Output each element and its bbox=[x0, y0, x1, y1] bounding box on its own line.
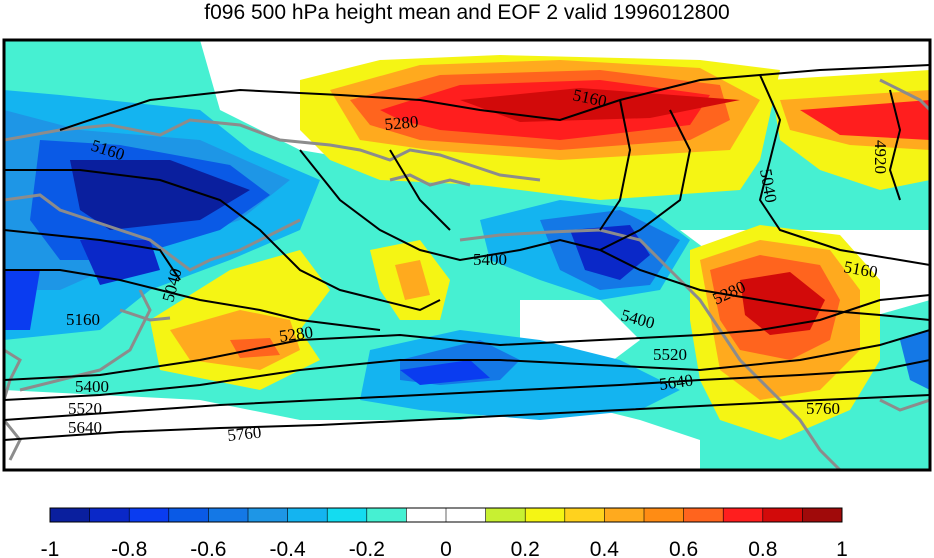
colorbar-swatch bbox=[762, 508, 803, 522]
contour-label: 5280 bbox=[384, 112, 420, 134]
shading-blue3-south bbox=[400, 360, 490, 385]
contour-label: 5400 bbox=[75, 377, 109, 396]
contour-label: 4920 bbox=[871, 140, 890, 174]
colorbar-swatch bbox=[208, 508, 249, 522]
colorbar-swatch bbox=[168, 508, 209, 522]
colorbar-swatch bbox=[604, 508, 645, 522]
contour-label: 5640 bbox=[658, 370, 694, 394]
colorbar-swatch bbox=[366, 508, 407, 522]
contour-label: 5280 bbox=[278, 322, 314, 346]
shading-blue-far-west bbox=[4, 270, 40, 330]
colorbar-tick-label: 0.8 bbox=[748, 538, 777, 558]
colorbar-tick-label: 1 bbox=[836, 538, 848, 558]
colorbar-tick-label: 0.2 bbox=[511, 538, 540, 558]
colorbar-tick-label: 0.6 bbox=[669, 538, 698, 558]
colorbar-swatch bbox=[564, 508, 605, 522]
colorbar-swatch bbox=[723, 508, 764, 522]
contour-label: 5640 bbox=[68, 418, 102, 437]
coastlines bbox=[4, 78, 930, 470]
colorbar-swatch bbox=[644, 508, 685, 522]
colorbar-swatch bbox=[89, 508, 130, 522]
colorbar-swatch bbox=[446, 508, 487, 522]
shading-red-ne bbox=[800, 100, 930, 140]
colorbar-swatch bbox=[287, 508, 328, 522]
contour-label: 5520 bbox=[68, 399, 102, 418]
colorbar-frame bbox=[49, 507, 843, 523]
map-title: f096 500 hPa height mean and EOF 2 valid… bbox=[204, 1, 730, 24]
colorbar-tick-label: -0.6 bbox=[190, 538, 226, 558]
shading-orange-center bbox=[395, 260, 430, 300]
colorbar-swatch bbox=[248, 508, 289, 522]
shading-darkblue-west bbox=[70, 160, 250, 230]
colorbar-tick-label: -1 bbox=[41, 538, 60, 558]
colorbar-ticks: -1 -0.8 -0.6 -0.4 -0.2 0 0.2 0.4 0.6 0.8 1 bbox=[41, 538, 848, 558]
contour-label: 5760 bbox=[226, 423, 262, 445]
colorbar-swatches bbox=[50, 508, 843, 522]
colorbar-tick-label: -0.4 bbox=[270, 538, 307, 558]
contour-label: 5520 bbox=[653, 345, 687, 364]
height-contours bbox=[4, 64, 930, 441]
contour-label: 5160 bbox=[66, 310, 100, 329]
colorbar-tick-label: -0.2 bbox=[349, 538, 385, 558]
colorbar-swatch bbox=[802, 508, 843, 522]
colorbar-swatch bbox=[406, 508, 447, 522]
colorbar-swatch bbox=[485, 508, 526, 522]
colorbar-tick-label: 0 bbox=[440, 538, 452, 558]
colorbar-swatch bbox=[50, 508, 91, 522]
map-frame bbox=[2, 38, 932, 472]
shading-darkred-north bbox=[460, 88, 740, 122]
colorbar-swatch bbox=[683, 508, 724, 522]
contour-label-group: 5160 5280 5160 5040 5400 5040 4920 5160 … bbox=[66, 85, 890, 445]
colorbar-tick-label: -0.8 bbox=[111, 538, 147, 558]
colorbar-swatch bbox=[129, 508, 170, 522]
shading-darkblue2-west bbox=[80, 240, 160, 285]
contour-label: 5400 bbox=[473, 250, 507, 269]
colorbar-swatch bbox=[327, 508, 368, 522]
colorbar-tick-label: 0.4 bbox=[590, 538, 620, 558]
colorbar-swatch bbox=[525, 508, 566, 522]
contour-label: 5760 bbox=[806, 399, 840, 418]
shading-blue-east-edge bbox=[900, 330, 930, 390]
